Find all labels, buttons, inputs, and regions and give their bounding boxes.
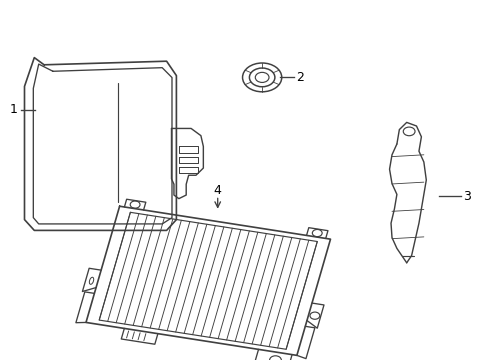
Text: 3: 3	[463, 190, 471, 203]
Text: 2: 2	[296, 71, 304, 84]
Text: 1: 1	[10, 103, 18, 116]
Text: 4: 4	[214, 184, 221, 197]
